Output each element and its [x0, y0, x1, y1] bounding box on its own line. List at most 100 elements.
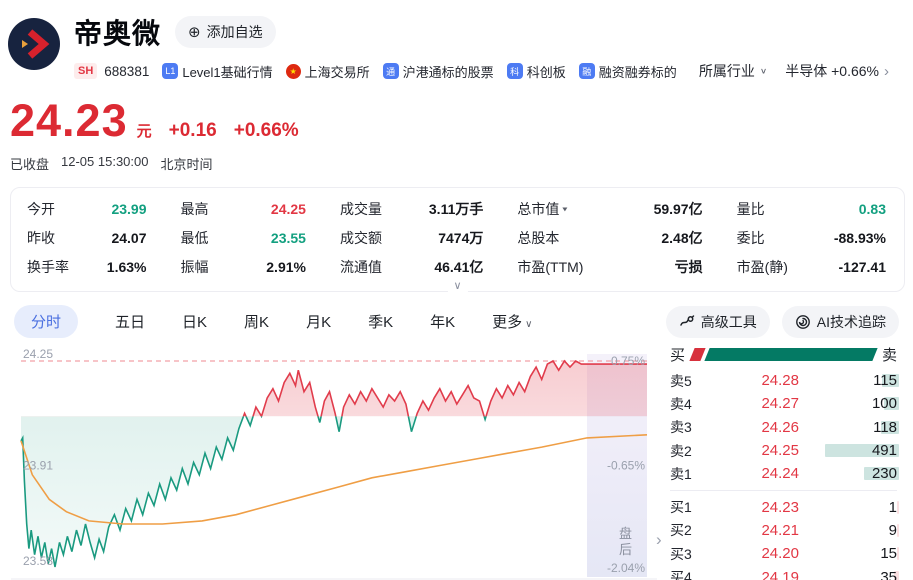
toolbtn-label: AI技术追踪	[816, 313, 886, 330]
stock-logo	[8, 18, 60, 70]
level-price: 24.24	[761, 465, 799, 483]
stock-tag: ★ 上海交易所	[285, 62, 370, 81]
buy-row-买1[interactable]: 买1 24.23 1	[670, 495, 899, 518]
stat-value: 23.55	[270, 230, 306, 246]
price-line-up	[242, 359, 647, 417]
volume-bar	[884, 397, 899, 411]
level-volume: 1	[825, 499, 899, 516]
level-label: 卖5	[670, 372, 692, 389]
sell-row-卖3[interactable]: 卖3 24.26 118	[670, 416, 899, 439]
add-watchlist-button[interactable]: ⊕ 添加自选	[175, 16, 276, 48]
buy-ratio-segment	[689, 348, 706, 361]
stat-委比: 委比 -88.93%	[737, 228, 886, 248]
stat-value: 23.99	[111, 201, 147, 217]
tag-badge-icon: L1	[162, 63, 179, 79]
AI技术追踪-button[interactable]: AI技术追踪	[781, 305, 899, 338]
tab-分时[interactable]: 分时	[14, 305, 79, 338]
pct-low-label: -2.04%	[607, 561, 645, 575]
advanced-tools-icon	[679, 314, 695, 330]
level-price: 24.23	[761, 498, 799, 516]
sell-label: 卖	[881, 347, 897, 364]
tab-日K[interactable]: 日K	[182, 314, 208, 331]
stat-value: 2.48亿	[661, 230, 703, 246]
tab-月K[interactable]: 月K	[306, 314, 332, 331]
buy-row-买4[interactable]: 买4 24.19 35	[670, 565, 899, 580]
orderbook-divider	[670, 490, 897, 492]
tab-季K[interactable]: 季K	[368, 314, 394, 331]
level-price: 24.20	[761, 545, 799, 563]
volume-text: 230	[871, 465, 897, 483]
chevron-down-icon[interactable]: ▾	[562, 204, 568, 214]
buy-sell-ratio-bar	[689, 348, 878, 361]
高级工具-button[interactable]: 高级工具	[665, 305, 770, 338]
level-price: 24.25	[761, 442, 799, 460]
tag-label: 科创板	[526, 64, 566, 80]
level-volume: 118	[825, 418, 899, 436]
chevron-right-icon: ›	[884, 62, 889, 80]
stat-label: 市盈(TTM)	[517, 259, 584, 275]
stat-value: 24.25	[270, 201, 306, 217]
level-label: 买3	[670, 545, 692, 562]
volume-text: 15	[880, 545, 897, 563]
stat-value: -88.93%	[833, 230, 886, 246]
intraday-chart[interactable]: 24.2523.9123.580.75%-0.65%-2.04%盘后09:301…	[0, 342, 660, 580]
sell-ratio-segment	[704, 348, 878, 361]
buy-row-买2[interactable]: 买2 24.21 9	[670, 519, 899, 542]
level-volume: 15	[825, 545, 899, 563]
exchange-badge: SH	[74, 63, 98, 79]
level-label: 买1	[670, 499, 692, 516]
tab-年K[interactable]: 年K	[430, 314, 456, 331]
stat-label: 量比	[736, 201, 765, 217]
stat-value: 2.91%	[266, 259, 306, 275]
market-status: 已收盘	[10, 157, 50, 172]
timezone-label: 北京时间	[160, 157, 213, 172]
tag-badge-icon: 科	[506, 63, 523, 79]
sell-rows: 卖5 24.28 115 卖4 24.27 100 卖3 24.26 118 卖2 24.25 491…	[670, 369, 899, 485]
level-volume: 9	[825, 521, 899, 539]
stat-label: 成交量	[339, 201, 382, 217]
chevron-down-icon: ∨	[759, 66, 768, 76]
intraday-chart-svg[interactable]: 24.2523.9123.580.75%-0.65%-2.04%盘后09:301…	[8, 342, 658, 580]
stock-tag: 科科创板	[506, 62, 566, 81]
volume-text: 9	[888, 521, 897, 539]
tag-label: Level1基础行情	[182, 64, 273, 80]
industry-link[interactable]: 半导体 +0.66% ›	[785, 61, 889, 81]
price-line-down	[20, 416, 487, 568]
volume-text: 100	[871, 395, 897, 413]
tab-五日[interactable]: 五日	[115, 314, 146, 331]
orderbook-collapse-chevron[interactable]: ›	[656, 530, 662, 549]
sell-row-卖4[interactable]: 卖4 24.27 100	[670, 392, 899, 415]
buy-row-买3[interactable]: 买3 24.20 15	[670, 542, 899, 565]
stat-label: 今开	[27, 201, 55, 217]
tab-更多[interactable]: 更多 ∨	[492, 314, 533, 331]
tab-周K[interactable]: 周K	[244, 314, 270, 331]
volume-bar	[894, 570, 899, 580]
stat-label: 换手率	[27, 259, 69, 275]
chart-tabbar: 分时 五日 日K 周K 月K 季K 年K 更多 ∨ 高级工具 AI技术追踪	[0, 305, 913, 338]
sell-row-卖1[interactable]: 卖1 24.24 230	[670, 462, 899, 485]
stat-市盈(TTM): 市盈(TTM) 亏损	[517, 257, 702, 277]
stat-value: -127.41	[838, 259, 886, 275]
tag-row: SH 688381 L1 Level1基础行情 ★ 上海交易所通沪港通标的股票科科创板…	[74, 61, 903, 81]
industry-selector[interactable]: 所属行业 ∨	[699, 61, 767, 81]
sell-row-卖2[interactable]: 卖2 24.25 491	[670, 439, 899, 462]
volume-bar	[882, 374, 899, 388]
sell-row-卖5[interactable]: 卖5 24.28 115	[670, 369, 899, 392]
stat-流通值: 流通值 46.41亿	[340, 257, 483, 277]
y-axis-mid-label: 23.91	[23, 459, 53, 473]
volume-bar	[897, 547, 899, 561]
stat-value: 3.11万手	[428, 201, 484, 217]
stock-code: 688381	[104, 63, 150, 79]
stat-振幅: 振幅 2.91%	[181, 257, 306, 277]
stock-tag: L1 Level1基础行情	[162, 62, 273, 81]
stat-value: 24.07	[111, 230, 147, 246]
level-volume: 115	[825, 372, 899, 389]
price-unit: 元	[136, 123, 152, 140]
plus-circle-icon: ⊕	[188, 23, 201, 41]
volume-bar	[864, 467, 899, 481]
volume-text: 118	[873, 418, 897, 436]
stats-panel: 今开 23.99 最高 24.25 成交量 3.11万手 总市值 ▾ 59.97亿 量比 0.83 昨…	[10, 187, 905, 292]
stat-label: 昨收	[27, 230, 55, 246]
stats-expand-chevron[interactable]: ∨	[447, 279, 468, 292]
buy-label: 买	[670, 347, 686, 364]
